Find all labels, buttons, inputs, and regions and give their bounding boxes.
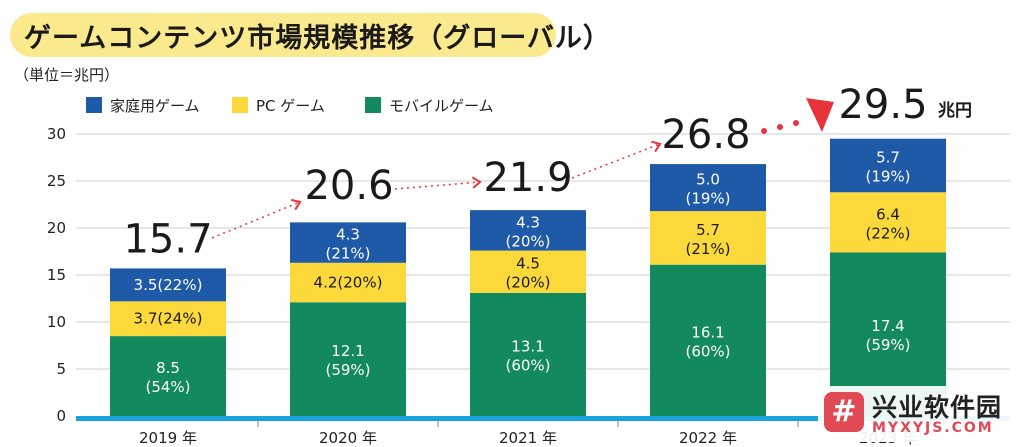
y-tick-label: 5 [56,360,66,378]
segment-share-label: (60%) [505,356,550,374]
legend-label-console: 家庭用ゲーム [110,96,200,115]
title-background [10,13,556,57]
legend-item-pc: PC ゲーム [232,96,325,115]
segment-value-label: 4.3 [516,213,540,231]
bar-mobile [470,292,586,416]
bar-pc [470,250,586,293]
segment-value-label: 13.1 [511,337,544,355]
y-tick-label: 15 [47,266,66,284]
segment-value-label: 17.4 [871,317,904,335]
segment-share-label: (19%) [865,167,910,185]
trend-arrow-head-icon [806,98,834,132]
total-label: 20.6 [304,163,393,209]
y-tick-label: 25 [47,172,66,190]
bar-pc [650,211,766,265]
y-tick-label: 0 [56,407,66,425]
legend-label-pc: PC ゲーム [256,96,325,115]
x-tick-label: 2022 年 [679,429,737,447]
segment-value-label: 5.0 [696,171,720,189]
bar-console [470,210,586,251]
x-tick-label: 2021 年 [499,429,557,447]
bar-console [110,268,226,302]
chart-title: ゲームコンテンツ市場規模推移（グローバル） [24,23,611,54]
segment-share-label: (60%) [685,342,730,360]
segment-value-label: 3.7(24%) [134,310,203,328]
y-tick-label: 20 [47,219,66,237]
legend-swatch-pc [232,97,248,113]
segment-share-label: (54%) [145,378,190,396]
segment-value-label: 5.7 [696,221,720,239]
trend-dot [777,124,783,130]
total-unit-label: 兆円 [938,101,972,121]
y-tick-label: 30 [47,125,66,143]
segment-value-label: 6.4 [876,205,900,223]
watermark-cn-text: 兴业软件园 [872,393,1003,422]
legend-swatch-mobile [365,97,381,113]
x-tick-label: 2020 年 [319,429,377,447]
trend-dot [793,120,799,126]
legend-item-console: 家庭用ゲーム [86,96,200,115]
trend-arrow-head-icon [651,140,662,153]
total-label: 21.9 [483,155,572,201]
x-tick-label: 2019 年 [139,429,197,447]
segment-share-label: (19%) [685,190,730,208]
legend-label-mobile: モバイルゲーム [389,96,494,115]
bar-console [830,138,946,193]
total-label: 29.5 [838,82,927,128]
bar-console [290,222,406,263]
watermark: # 兴业软件园 MYXYJS.COM [818,386,1014,442]
segment-value-label: 12.1 [331,342,364,360]
segment-value-label: 4.5 [516,255,540,273]
bar-console [650,164,766,212]
segment-share-label: (59%) [865,336,910,354]
segment-share-label: (21%) [685,240,730,258]
trend-dot [761,128,767,134]
total-label: 26.8 [661,112,750,158]
segment-value-label: 16.1 [691,323,724,341]
segment-value-label: 5.7 [876,148,900,166]
segment-share-label: (59%) [325,361,370,379]
segment-share-label: (20%) [505,232,550,250]
trend-arrow-head-icon [471,176,482,189]
watermark-en-text: MYXYJS.COM [872,420,994,436]
legend-item-mobile: モバイルゲーム [365,96,494,115]
segment-value-label: 3.5(22%) [134,276,203,294]
trend-arrow-line [394,181,481,190]
segment-share-label: (21%) [325,245,370,263]
legend-swatch-console [86,97,102,113]
y-tick-label: 10 [47,313,66,331]
bar-pc [290,262,406,303]
segment-value-label: 4.2(20%) [314,274,383,292]
segment-share-label: (20%) [505,274,550,292]
trend-arrow-head-icon [291,198,302,211]
bar-pc [830,192,946,253]
bar-mobile [290,302,406,416]
segment-value-label: 4.3 [336,226,360,244]
bar-mobile [650,264,766,416]
trend-arrow-line [571,143,661,179]
segment-value-label: 8.5 [156,359,180,377]
unit-label: （単位＝兆円） [14,66,120,84]
x-axis-baseline [76,416,1010,421]
trend-arrow-line [211,201,301,239]
bar-pc [110,301,226,337]
segment-share-label: (22%) [865,224,910,242]
total-label: 15.7 [123,216,212,262]
bar-mobile [110,336,226,416]
watermark-logo-icon: # [824,392,864,432]
